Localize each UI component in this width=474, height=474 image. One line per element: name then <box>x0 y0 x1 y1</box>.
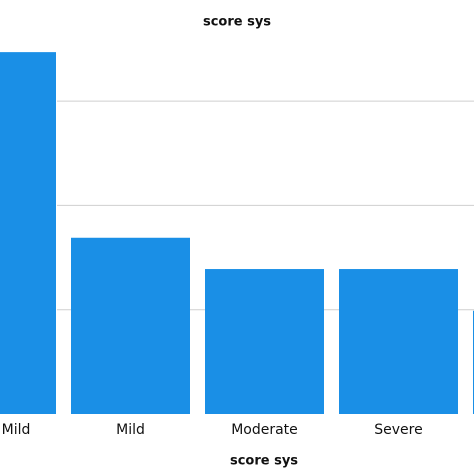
bar <box>205 269 324 414</box>
x-tick-label: Mild <box>116 422 145 438</box>
bar <box>0 52 56 414</box>
x-tick-label: Moderate <box>231 422 298 438</box>
bar <box>339 269 458 414</box>
chart-title: score sys <box>203 15 271 30</box>
x-axis-label: score sys <box>230 454 298 469</box>
x-tick-label: Severe <box>374 422 422 438</box>
x-tick-label: Mild <box>2 422 31 438</box>
bar <box>71 237 190 414</box>
